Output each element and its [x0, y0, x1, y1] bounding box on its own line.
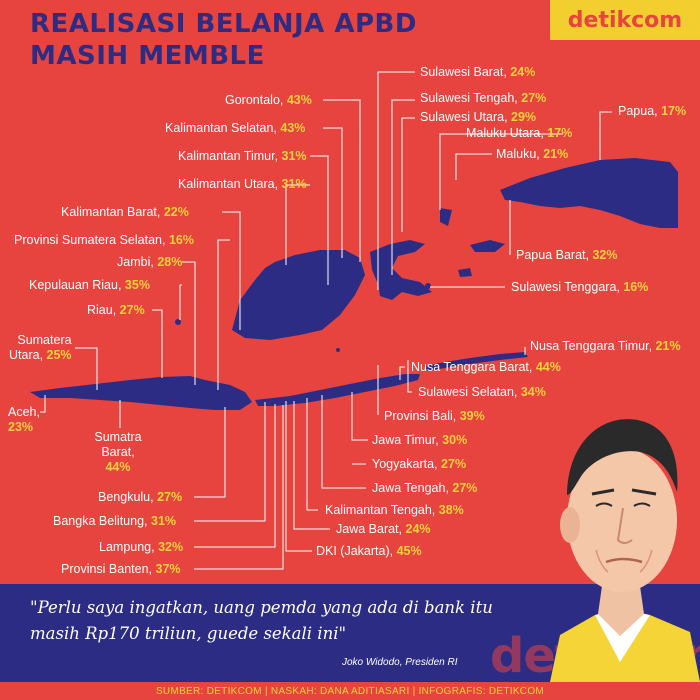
title-line-2: MASIH MEMBLE	[30, 41, 265, 71]
title-line-1: REALISASI BELANJA APBD	[30, 9, 417, 39]
maluku-islands	[440, 208, 505, 277]
label-kepulauan-riau: Kepulauan Riau, 35%	[29, 278, 150, 292]
portrait-illustration	[550, 419, 700, 682]
sulawesi-island	[370, 240, 432, 300]
label-ntb: Nusa Tenggara Barat, 44%	[411, 360, 561, 374]
nusa-tenggara-islands	[425, 352, 528, 371]
java-island	[255, 374, 420, 406]
label-bengkulu: Bengkulu, 27%	[98, 490, 183, 504]
label-lampung: Lampung, 32%	[99, 540, 184, 554]
label-maluku: Maluku, 21%	[496, 147, 569, 161]
label-sulawesi-selatan: Sulawesi Selatan, 34%	[418, 385, 546, 399]
sumatra-island	[30, 376, 252, 410]
label-sulawesi-utara: Sulawesi Utara, 29%	[420, 110, 537, 124]
label-papua: Papua, 17%	[618, 104, 687, 118]
label-jawa-tengah: Jawa Tengah, 27%	[372, 481, 478, 495]
label-kalimantan-utara: Kalimantan Utara, 31%	[178, 177, 307, 191]
label-bali: Provinsi Bali, 39%	[384, 409, 485, 423]
quote-speaker: Joko Widodo, Presiden RI	[342, 657, 458, 668]
footer-credits: SUMBER: DETIKCOM | NASKAH: DANA ADITIASA…	[0, 682, 700, 700]
label-sulawesi-tenggara: Sulawesi Tenggara, 16%	[511, 280, 649, 294]
label-sumatera-selatan: Provinsi Sumatera Selatan, 16%	[14, 233, 194, 247]
papua-island	[500, 158, 678, 228]
label-sulawesi-tengah: Sulawesi Tengah, 27%	[420, 91, 547, 105]
label-kalimantan-selatan: Kalimantan Selatan, 43%	[165, 121, 306, 135]
kalimantan-island	[232, 250, 365, 340]
label-aceh: Aceh, 23%	[8, 405, 40, 434]
label-gorontalo: Gorontalo, 43%	[225, 93, 312, 107]
label-kalimantan-timur: Kalimantan Timur, 31%	[178, 149, 307, 163]
label-sumatra-barat: Sumatra Barat, 44%	[94, 430, 142, 474]
label-kalimantan-barat: Kalimantan Barat, 22%	[61, 205, 189, 219]
label-papua-barat: Papua Barat, 32%	[516, 248, 618, 262]
label-ntt: Nusa Tenggara Timur, 21%	[530, 339, 681, 353]
label-jambi: Jambi, 28%	[117, 255, 183, 269]
label-jawa-timur: Jawa Timur, 30%	[372, 433, 468, 447]
page-title: REALISASI BELANJA APBD MASIH MEMBLE	[30, 8, 417, 72]
label-sulawesi-barat: Sulawesi Barat, 24%	[420, 65, 536, 79]
quote-text: "Perlu saya ingatkan, uang pemda yang ad…	[30, 598, 493, 643]
label-maluku-utara: Maluku Utara, 17%	[466, 126, 573, 140]
brand-logo: detikcom	[550, 0, 700, 40]
label-sumatera-utara: Sumatera Utara, 25%	[9, 333, 72, 362]
label-riau: Riau, 27%	[87, 303, 145, 317]
label-bangka-belitung: Bangka Belitung, 31%	[53, 514, 177, 528]
label-dki-jakarta: DKI (Jakarta), 45%	[316, 544, 422, 558]
label-jawa-barat: Jawa Barat, 24%	[336, 522, 431, 536]
label-yogyakarta: Yogyakarta, 27%	[372, 457, 467, 471]
label-banten: Provinsi Banten, 37%	[61, 562, 181, 576]
label-kalimantan-tengah: Kalimantan Tengah, 38%	[325, 503, 464, 517]
